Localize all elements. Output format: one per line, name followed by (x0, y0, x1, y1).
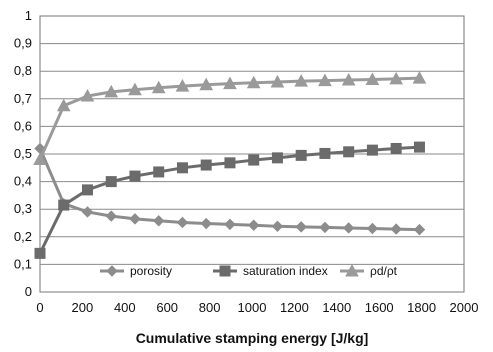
data-point (176, 216, 189, 229)
data-point (56, 98, 71, 112)
data-point (153, 215, 165, 227)
data-point (318, 73, 332, 87)
data-point (129, 213, 141, 225)
legend-label: ρd/ρt (370, 264, 398, 278)
data-point (81, 184, 93, 196)
data-point (34, 247, 46, 259)
x-tick-label: 0 (36, 300, 43, 315)
x-tick-label: 200 (72, 300, 94, 315)
data-point (413, 223, 426, 236)
data-point (247, 219, 260, 231)
legend-item: ρd/ρt (340, 263, 398, 278)
x-tick-label: 600 (156, 300, 178, 315)
data-point (295, 149, 307, 161)
data-point (343, 146, 355, 158)
data-point (199, 77, 214, 91)
data-point (413, 141, 425, 153)
data-point (129, 170, 141, 182)
y-tick-label: 0,8 (14, 63, 32, 78)
gridlines (40, 43, 464, 265)
data-point (105, 176, 117, 188)
data-point (246, 75, 261, 89)
data-point (200, 217, 212, 230)
data-point (223, 76, 237, 90)
x-tick-label: 1800 (407, 300, 436, 315)
data-point (366, 144, 378, 156)
series-saturation-index (34, 141, 425, 259)
x-tick-label: 800 (199, 300, 221, 315)
data-point (33, 152, 47, 166)
y-tick-label: 0,1 (14, 256, 32, 271)
data-point (294, 74, 309, 87)
legend: porosity saturation index ρd/ρt (100, 263, 398, 278)
data-point (390, 142, 402, 154)
data-point (80, 88, 95, 102)
data-point (200, 159, 212, 171)
y-tick-label: 0,7 (14, 91, 32, 106)
data-point (342, 222, 355, 234)
data-point (81, 206, 94, 218)
y-tick-label: 0,6 (14, 118, 32, 133)
data-point (271, 220, 284, 233)
data-point (390, 223, 402, 235)
legend-label: saturation index (243, 264, 328, 278)
x-tick-label: 1600 (365, 300, 394, 315)
x-tick-label: 1000 (238, 300, 267, 315)
x-tick-label: 1200 (280, 300, 309, 315)
legend-item: porosity (100, 264, 172, 278)
data-point (412, 71, 427, 84)
y-tick-label: 0,9 (14, 36, 32, 51)
series-group (33, 71, 427, 259)
data-point (151, 80, 166, 94)
data-point (271, 152, 283, 164)
data-point (153, 166, 165, 178)
x-tick-label: 2000 (450, 300, 479, 315)
data-point (389, 71, 404, 85)
data-point (365, 72, 380, 85)
x-axis-ticks: 0 200 400 600 800 1000 1200 1400 1600 1800 2000 (36, 300, 478, 315)
y-tick-label: 0 (25, 284, 32, 299)
legend-label: porosity (130, 264, 172, 278)
x-axis-label: Cumulative stamping energy [J/kg] (136, 330, 369, 346)
data-point (319, 147, 331, 159)
data-point (128, 82, 142, 96)
data-point (319, 221, 331, 234)
data-point (224, 218, 236, 231)
y-tick-label: 1 (25, 8, 32, 23)
data-point (58, 199, 70, 211)
data-point (224, 157, 236, 169)
data-point (175, 79, 190, 92)
data-point (341, 72, 356, 86)
data-point (270, 74, 285, 88)
legend-marker (219, 265, 231, 277)
x-tick-label: 1400 (322, 300, 351, 315)
legend-marker (345, 263, 359, 277)
data-point (366, 222, 379, 235)
y-tick-label: 0,5 (14, 146, 32, 161)
data-point (248, 154, 260, 166)
data-point (176, 162, 188, 174)
series-d-t (33, 71, 427, 166)
data-point (105, 210, 117, 222)
y-tick-label: 0,4 (14, 174, 32, 189)
legend-item: saturation index (213, 264, 328, 278)
data-point (295, 221, 307, 233)
y-axis-ticks: 0 0,1 0,2 0,3 0,4 0,5 0,6 0,7 0,8 0,9 1 (14, 8, 32, 299)
legend-marker (106, 265, 118, 277)
y-tick-label: 0,2 (14, 229, 32, 244)
y-tick-label: 0,3 (14, 201, 32, 216)
data-point (104, 84, 119, 98)
x-tick-label: 400 (114, 300, 136, 315)
